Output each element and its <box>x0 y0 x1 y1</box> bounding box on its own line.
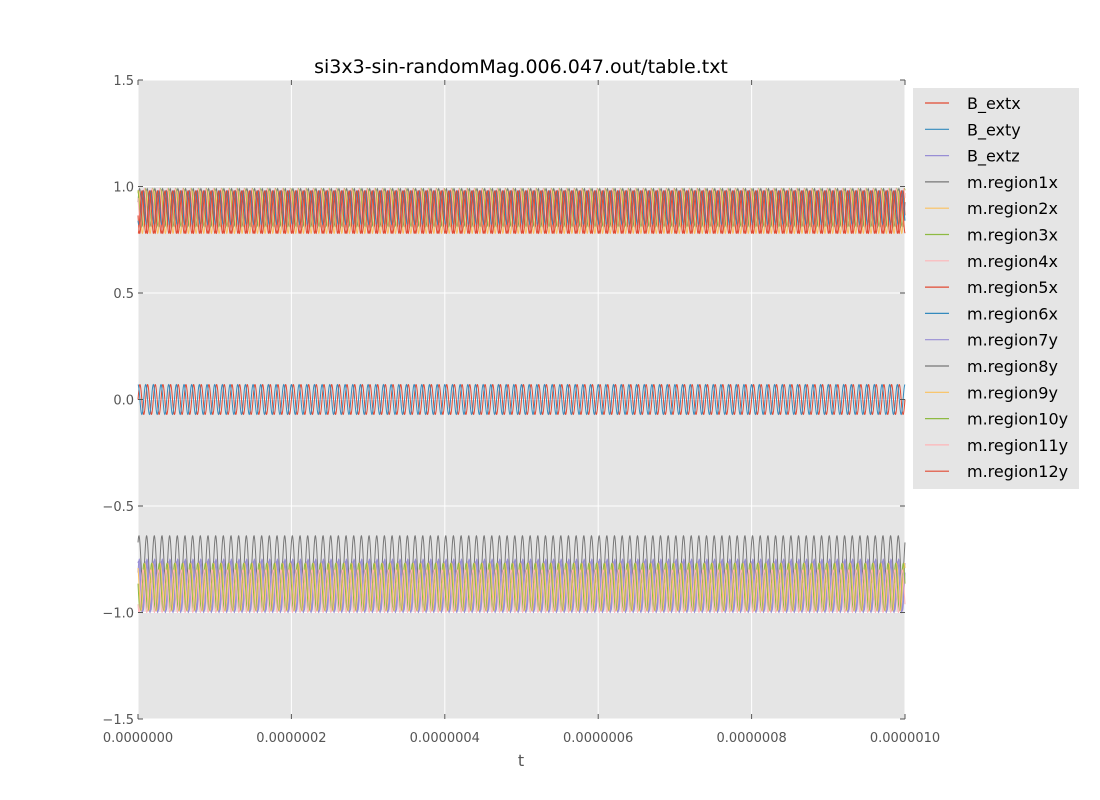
legend: B_extx B_exty B_extz m.region1x m.region2x m.… <box>913 88 1079 489</box>
legend-label: m.region7y <box>967 331 1058 350</box>
legend-label: m.region1x <box>967 173 1058 192</box>
series-line-B_exty <box>137 383 906 416</box>
y-tick-label: 1.0 <box>113 181 134 196</box>
axis-ticks: 1.5 1.0 0.5 0.0 −0.5 −1.0 −1.5 0.0000000 0.00000… <box>102 74 940 746</box>
legend-label: m.region3x <box>967 226 1058 245</box>
legend-label: m.region4x <box>967 252 1058 271</box>
y-tick-label: 0.0 <box>113 394 134 409</box>
y-tick-label: −0.5 <box>102 500 134 515</box>
legend-label: m.region2x <box>967 199 1058 218</box>
series-line-B_extx <box>137 384 906 415</box>
x-tick-label: 0.0000004 <box>410 731 480 746</box>
legend-label: m.region5x <box>967 278 1058 297</box>
x-tick-label: 0.0000008 <box>716 731 786 746</box>
y-tick-label: −1.0 <box>102 607 134 622</box>
chart-title: si3x3-sin-randomMag.006.047.out/table.tx… <box>314 56 728 78</box>
legend-label: B_extz <box>967 147 1020 167</box>
series-line-m.region10y <box>137 562 906 612</box>
legend-label: m.region11y <box>967 436 1068 455</box>
series-line-m.region12y <box>137 190 906 234</box>
legend-label: m.region6x <box>967 304 1058 323</box>
legend-label: B_exty <box>967 120 1021 140</box>
x-tick-label: 0.0000010 <box>870 731 940 746</box>
y-tick-label: −1.5 <box>102 713 134 728</box>
legend-label: m.region12y <box>967 462 1068 481</box>
x-tick-label: 0.0000002 <box>256 731 326 746</box>
legend-label: m.region9y <box>967 383 1058 402</box>
series-lines <box>137 187 906 614</box>
series-line-m.region11y <box>137 569 906 614</box>
y-tick-label: 1.5 <box>113 74 134 89</box>
legend-background <box>913 88 1079 489</box>
x-axis-label: t <box>518 751 524 770</box>
y-tick-label: 0.5 <box>113 287 134 302</box>
x-tick-label: 0.0000006 <box>563 731 633 746</box>
legend-label: m.region8y <box>967 357 1058 376</box>
legend-label: B_extx <box>967 94 1021 114</box>
legend-label: m.region10y <box>967 410 1068 429</box>
x-tick-label: 0.0000000 <box>103 731 173 746</box>
